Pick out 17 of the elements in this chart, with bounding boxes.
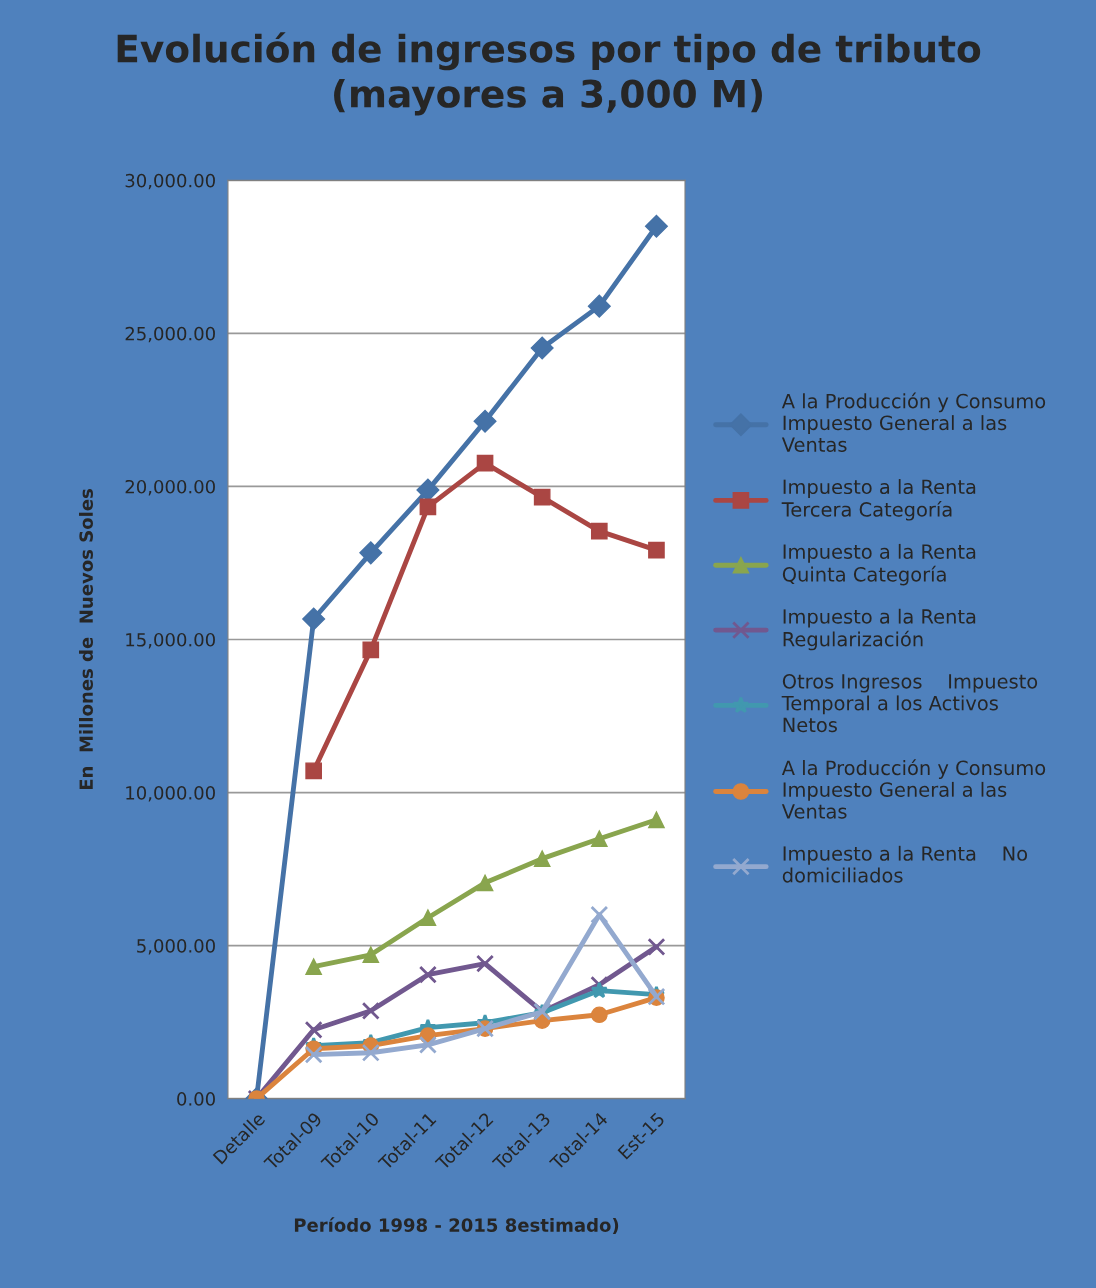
y-tick-label: 10,000.00	[126, 786, 215, 802]
legend-label: A la Producción y Consumo Impuesto General a las Ventas	[781, 392, 1046, 452]
y-tick-label: 0.00	[177, 1092, 215, 1106]
legend-label: Impuesto a la Renta Tercera Categoría	[781, 479, 976, 521]
legend-label: Impuesto a la Renta Regularización	[783, 608, 976, 651]
y-tick-label: 20,000.00	[125, 479, 215, 496]
y-axis-title: En Millones de Nuevos Soles	[79, 489, 93, 790]
x-axis-title: Período 1998 - 2015 8estimado)	[294, 1217, 619, 1235]
legend-label: Impuesto a la Renta Quinta Categoría	[782, 543, 976, 586]
y-tick-label: 25,000.00	[125, 326, 215, 343]
y-tick-label: 30,000.00	[125, 173, 215, 190]
legend-label: Impuesto a la Renta No domiciliados	[782, 845, 1028, 883]
legend-label: A la Producción y Consumo Impuesto General a las Ventas	[781, 759, 1046, 819]
legend-label: Otros Ingresos Impuesto Temporal a los Activos Netos	[781, 673, 1038, 733]
y-tick-label: 15,000.00	[126, 632, 215, 649]
y-tick-label: 5,000.00	[137, 939, 215, 955]
chart-title: Evolución de ingresos por tipo de tributo (mayores a 3,000 M)	[117, 32, 981, 116]
